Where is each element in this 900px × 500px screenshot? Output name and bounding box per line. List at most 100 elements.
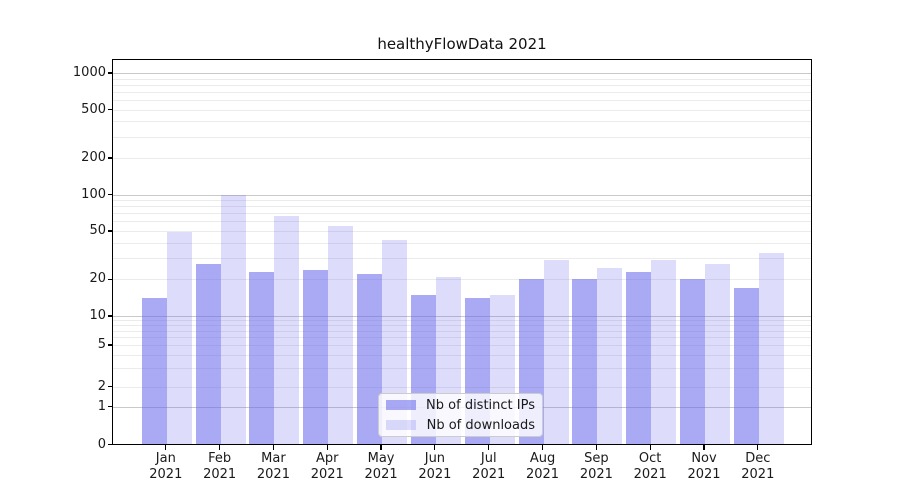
y-tick-label: 1000: [72, 65, 106, 80]
bar-downloads-nov: [705, 263, 730, 445]
bar-ips-mar: [249, 272, 275, 445]
chart-title: healthyFlowData 2021: [377, 35, 547, 53]
x-tick-label: Aug 2021: [525, 451, 560, 482]
y-tick-label: 1: [97, 398, 106, 414]
gridline-minor: [113, 136, 811, 138]
legend-swatch-downloads: [386, 420, 416, 430]
bar-downloads-jan: [166, 232, 192, 445]
x-tick-label: Nov 2021: [687, 451, 721, 482]
y-tick-mark: [108, 405, 113, 408]
legend-item-distinct-ips: Nb of distinct IPs: [386, 397, 535, 414]
gridline-minor: [113, 368, 811, 370]
gridline-minor: [113, 78, 811, 80]
gridline-minor: [113, 325, 811, 327]
bar-ips-jan: [141, 298, 167, 445]
bars-layer: [113, 60, 811, 445]
x-tick-label: Jan 2021: [149, 451, 183, 482]
y-tick-mark: [108, 443, 113, 446]
bar-ips-apr: [303, 269, 329, 445]
x-tick-label: Dec 2021: [741, 451, 775, 482]
plot-area: [113, 60, 811, 445]
legend-label-ips: Nb of distinct IPs: [426, 397, 535, 413]
bar-downloads-aug: [543, 259, 569, 445]
bar-ips-oct: [626, 272, 652, 445]
x-tick-mark: [595, 445, 597, 450]
x-tick-mark: [434, 445, 436, 450]
x-tick-label: Jul 2021: [472, 451, 506, 482]
bar-downloads-mar: [274, 216, 300, 445]
bar-ips-nov: [680, 279, 705, 445]
x-tick-label: Feb 2021: [203, 451, 237, 482]
gridline-minor: [113, 157, 811, 159]
x-tick-mark: [272, 445, 275, 450]
bar-downloads-oct: [651, 259, 677, 445]
x-tick-mark: [757, 445, 759, 450]
gridline-minor: [113, 242, 811, 244]
gridline-minor: [113, 330, 811, 332]
x-tick-label: Mar 2021: [256, 451, 290, 482]
gridline-minor: [113, 206, 811, 208]
gridline-minor: [113, 386, 811, 388]
gridline-minor: [113, 355, 811, 357]
legend-swatch-ips: [386, 400, 416, 410]
y-tick-mark: [108, 157, 113, 159]
gridline-minor: [113, 221, 811, 223]
legend-item-downloads: Nb of downloads: [386, 417, 535, 434]
x-tick-mark: [165, 445, 167, 450]
y-tick-mark: [108, 72, 113, 74]
y-tick-label: 5: [97, 337, 106, 352]
gridline-minor: [113, 91, 811, 93]
x-tick-label: Jun 2021: [418, 451, 452, 482]
y-tick-label: 20: [89, 271, 106, 287]
gridline-minor: [113, 231, 811, 233]
y-tick-mark: [108, 108, 113, 111]
gridline-minor: [113, 258, 811, 260]
bar-ips-sep: [572, 279, 598, 445]
x-tick-mark: [488, 445, 490, 450]
gridline-minor: [113, 345, 811, 346]
x-tick-mark: [326, 445, 328, 450]
x-tick-mark: [703, 445, 705, 450]
y-tick-mark: [108, 278, 113, 280]
y-tick-label: 100: [81, 186, 106, 202]
x-tick-label: Oct 2021: [633, 451, 667, 482]
bar-ips-feb: [195, 263, 221, 445]
x-tick-label: Sep 2021: [579, 451, 613, 482]
gridline-minor: [113, 84, 811, 86]
legend: Nb of distinct IPs Nb of downloads: [378, 393, 543, 437]
y-tick-label: 2: [97, 378, 106, 394]
y-tick-mark: [108, 193, 113, 196]
gridline-minor: [113, 279, 811, 281]
gridline-minor: [113, 109, 811, 111]
bar-downloads-feb: [220, 194, 246, 445]
gridline-minor: [113, 320, 811, 322]
bar-ips-dec: [733, 288, 759, 445]
gridline-major: [113, 73, 811, 74]
bar-downloads-dec: [758, 253, 784, 445]
y-tick-label: 50: [89, 223, 106, 239]
gridline-minor: [113, 213, 811, 215]
gridline-minor: [113, 200, 811, 202]
y-tick-label: 500: [81, 101, 106, 117]
y-tick-mark: [108, 385, 113, 388]
bar-downloads-sep: [597, 267, 623, 445]
y-tick-mark: [108, 315, 113, 317]
legend-label-downloads: Nb of downloads: [426, 417, 535, 433]
x-tick-mark: [380, 445, 382, 450]
y-tick-mark: [108, 344, 113, 346]
x-tick-mark: [649, 445, 651, 450]
gridline-major: [113, 316, 811, 317]
y-tick-label: 10: [89, 308, 106, 323]
x-tick-mark: [541, 445, 544, 450]
bar-downloads-apr: [328, 226, 354, 445]
x-tick-mark: [219, 445, 221, 450]
bar-ips-may: [357, 274, 383, 445]
y-tick-label: 200: [81, 149, 106, 165]
gridline-minor: [113, 99, 811, 101]
y-tick-label: 0: [97, 436, 106, 452]
gridline-minor: [113, 121, 811, 123]
gridline-minor: [113, 337, 811, 339]
gridlines-layer: [113, 60, 811, 445]
y-tick-mark: [108, 230, 113, 232]
